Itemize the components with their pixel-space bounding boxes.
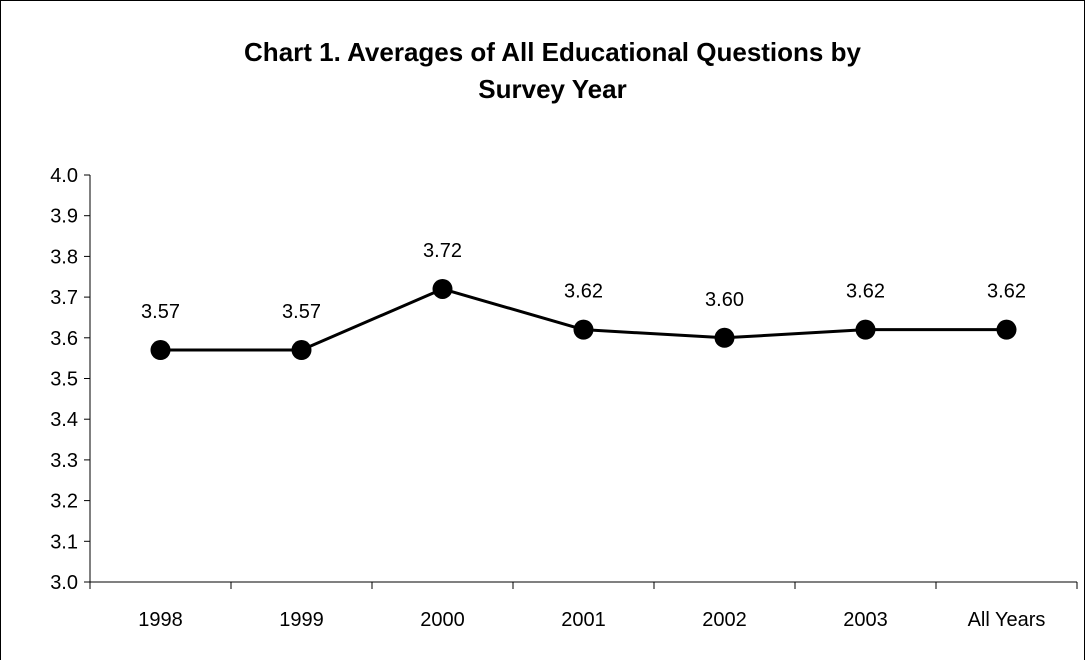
data-labels: 3.57 3.57 3.72 3.62 3.60 3.62 3.62: [141, 240, 1026, 323]
y-tick-label: 3.0: [50, 572, 78, 594]
x-tick-label: 2003: [843, 609, 888, 631]
x-axis: 1998 1999 2000 2001 2002 2003 All Years: [89, 581, 1078, 631]
x-tick-label: 2000: [420, 609, 465, 631]
x-tick-label: 2001: [561, 609, 606, 631]
data-label: 3.62: [987, 281, 1026, 303]
y-tick-label: 3.8: [50, 246, 78, 268]
data-label: 3.62: [564, 281, 603, 303]
y-tick-label: 3.6: [50, 328, 78, 350]
y-tick-label: 3.3: [50, 450, 78, 472]
data-point: [291, 340, 312, 361]
x-tick-label: All Years: [968, 609, 1046, 631]
y-axis: 3.0 3.1 3.2 3.3 3.4 3.5 3.6 3.7 3.8 3.9 4.0: [50, 165, 91, 594]
chart-title-line-1: Chart 1. Averages of All Educational Que…: [244, 37, 861, 67]
series: [150, 278, 1017, 361]
data-label: 3.62: [846, 281, 885, 303]
y-tick-label: 3.7: [50, 287, 78, 309]
data-point: [573, 319, 594, 340]
data-label: 3.60: [705, 289, 744, 311]
x-tick-label: 1999: [279, 609, 324, 631]
data-point: [150, 340, 171, 361]
chart-title-line-2: Survey Year: [478, 74, 627, 104]
y-tick-label: 3.5: [50, 369, 78, 391]
data-point: [432, 278, 453, 299]
x-tick-label: 1998: [138, 609, 183, 631]
data-point: [855, 319, 876, 340]
x-tick-label: 2002: [702, 609, 747, 631]
chart-title: Chart 1. Averages of All Educational Que…: [100, 34, 1005, 108]
y-tick-label: 3.4: [50, 409, 78, 431]
y-tick-label: 3.9: [50, 206, 78, 228]
y-tick-label: 3.1: [50, 531, 78, 553]
data-label: 3.57: [141, 301, 180, 323]
data-label: 3.57: [282, 301, 321, 323]
y-tick-label: 4.0: [50, 165, 78, 187]
data-label: 3.72: [423, 240, 462, 262]
data-point: [996, 319, 1017, 340]
y-tick-label: 3.2: [50, 491, 78, 513]
data-point: [714, 327, 735, 348]
